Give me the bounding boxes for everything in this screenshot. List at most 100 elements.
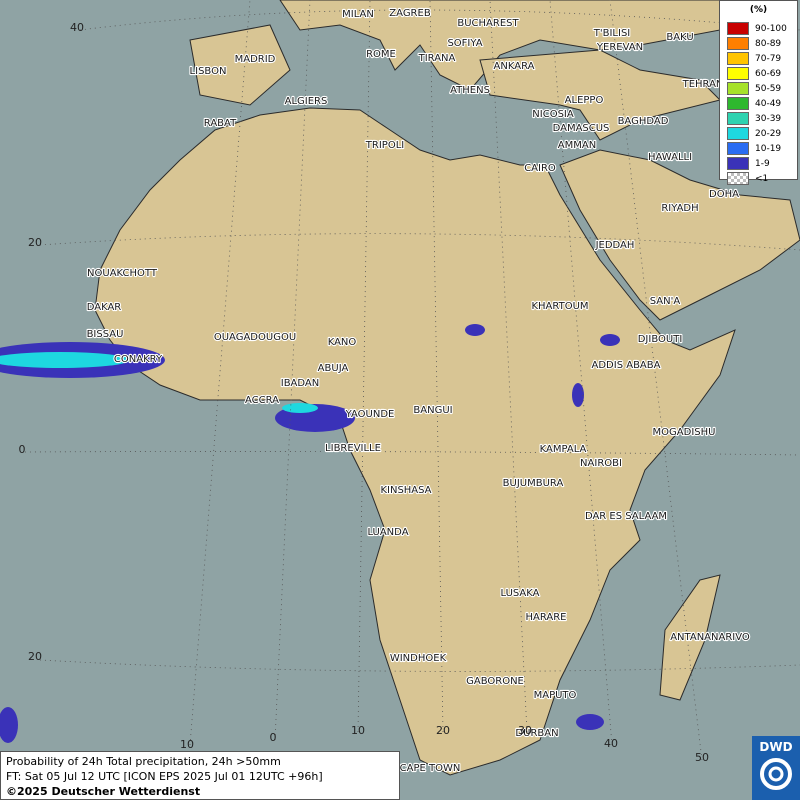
city-label: NAIROBI — [580, 458, 622, 469]
legend-swatch — [727, 172, 749, 185]
city-label: CAPE TOWN — [400, 763, 461, 774]
latitude-label: 20 — [28, 236, 42, 249]
city-label: RABAT — [204, 118, 237, 129]
legend-label: 50-59 — [755, 83, 782, 94]
legend-swatch — [727, 157, 749, 170]
city-label: DOHA — [709, 189, 739, 200]
city-label: YEREVAN — [596, 42, 643, 53]
legend-title: (%) — [749, 5, 768, 15]
city-label: ADDIS ABABA — [592, 360, 661, 371]
legend-entry: 60-69 — [720, 66, 797, 81]
longitude-label: 20 — [436, 724, 450, 737]
city-label: LIBREVILLE — [325, 443, 381, 454]
city-label: WINDHOEK — [390, 653, 447, 664]
city-label: MAPUTO — [534, 690, 577, 701]
city-label: LUSAKA — [501, 588, 540, 599]
city-label: NICOSIA — [532, 109, 574, 120]
legend-swatch — [727, 112, 749, 125]
city-label: NOUAKCHOTT — [87, 268, 158, 279]
city-label: KHARTOUM — [531, 301, 588, 312]
legend-entry: 90-100 — [720, 21, 797, 36]
legend-label: 60-69 — [755, 68, 782, 79]
city-label: ABUJA — [318, 363, 349, 374]
city-label: LISBON — [190, 66, 227, 77]
latitude-label: 40 — [70, 21, 84, 34]
legend-label: 80-89 — [755, 38, 782, 49]
legend: (%) 90-100 80-89 70-79 60-69 50-59 40-49 30-39… — [719, 0, 798, 185]
city-label: ANTANANARIVO — [670, 632, 750, 643]
logo-swirl — [760, 758, 792, 790]
city-label: CONAKRY — [114, 354, 163, 365]
caption: Probability of 24h Total precipitation, … — [0, 751, 400, 800]
city-label: ZAGREB — [389, 8, 431, 19]
legend-entry: 20-29 — [720, 126, 797, 141]
longitude-label: 50 — [695, 751, 709, 764]
longitude-label: 10 — [180, 738, 194, 751]
city-label: HARARE — [525, 612, 566, 623]
city-label: KINSHASA — [380, 485, 431, 496]
legend-entry: 30-39 — [720, 111, 797, 126]
city-label: TIRANA — [418, 53, 456, 64]
city-label: TEHRAN — [682, 79, 724, 90]
city-label: DAMASCUS — [553, 123, 610, 134]
city-label: BUJUMBURA — [503, 478, 564, 489]
legend-label: <1 — [755, 173, 769, 184]
city-label: T'BILISI — [593, 28, 630, 39]
city-label: BUCHAREST — [457, 18, 519, 29]
legend-label: 10-19 — [755, 143, 782, 154]
legend-label: 1-9 — [755, 158, 770, 169]
longitude-label: 0 — [270, 731, 277, 744]
city-label: BAKU — [666, 32, 693, 43]
legend-label: 30-39 — [755, 113, 782, 124]
precipitation — [0, 324, 620, 743]
caption-credit: ©2025 Deutscher Wetterdienst — [6, 785, 201, 798]
latitude-label: 0 — [19, 443, 26, 456]
legend-entry: 1-9 — [720, 156, 797, 171]
legend-entry: 10-19 — [720, 141, 797, 156]
city-label: DAKAR — [87, 302, 122, 313]
legend-swatch — [727, 52, 749, 65]
legend-swatch — [727, 142, 749, 155]
legend-swatch — [727, 67, 749, 80]
city-label: RIYADH — [661, 203, 698, 214]
caption-forecast: FT: Sat 05 Jul 12 UTC [ICON EPS 2025 Jul… — [6, 770, 323, 783]
city-label: LUANDA — [367, 527, 408, 538]
land — [94, 0, 800, 776]
legend-label: 90-100 — [755, 23, 787, 34]
city-label: DURBAN — [515, 728, 558, 739]
legend-label: 20-29 — [755, 128, 782, 139]
longitude-label: 30 — [518, 724, 532, 737]
legend-swatch — [727, 97, 749, 110]
city-label: ROME — [366, 49, 396, 60]
legend-entry: 50-59 — [720, 81, 797, 96]
legend-entry: <1 — [720, 171, 797, 186]
city-label: BAGHDAD — [618, 116, 669, 127]
legend-label: 70-79 — [755, 53, 782, 64]
city-label: DAR ES SALAAM — [585, 511, 667, 522]
logo-text: DWD — [759, 740, 793, 754]
city-label: HAWALLI — [648, 152, 692, 163]
city-label: ACCRA — [245, 395, 279, 406]
city-label: BISSAU — [87, 329, 124, 340]
city-label: IBADAN — [281, 378, 320, 389]
city-label: MILAN — [342, 9, 374, 20]
city-label: ALEPPO — [565, 95, 604, 106]
city-label: BANGUI — [413, 405, 452, 416]
city-label: OUAGADOUGOU — [214, 332, 296, 343]
city-label: CAIRO — [524, 163, 556, 174]
city-label: SAN'A — [650, 296, 681, 307]
latitude-label: 20 — [28, 650, 42, 663]
city-label: DJIBOUTI — [638, 334, 683, 345]
city-label: KAMPALA — [540, 444, 587, 455]
city-label: TRIPOLI — [365, 140, 404, 151]
city-label: MOGADISHU — [653, 427, 716, 438]
city-label: ANKARA — [494, 61, 535, 72]
city-label: SOFIYA — [447, 38, 482, 49]
graticule — [24, 0, 800, 761]
city-label: ATHENS — [450, 85, 490, 96]
longitude-label: 40 — [604, 737, 618, 750]
dwd-logo: DWD — [752, 736, 800, 800]
legend-entry: 70-79 — [720, 51, 797, 66]
